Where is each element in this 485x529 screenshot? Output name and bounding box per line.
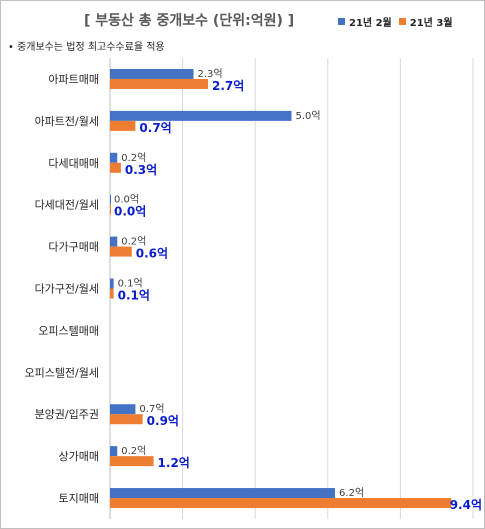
category-label: 아파트매매 (48, 73, 99, 86)
data-label-series2: 9.4억 (450, 498, 482, 512)
category-label: 상가매매 (59, 450, 99, 463)
bar-series2 (110, 246, 132, 257)
data-label-series1: 0.7억 (139, 403, 164, 415)
bar-series2 (110, 498, 452, 509)
category-label: 다세대전/월세 (35, 199, 99, 212)
category-label: 토지매매 (59, 492, 99, 505)
bar-series2 (110, 78, 209, 89)
data-label-series1: 0.1억 (118, 278, 143, 290)
chart-title: [ 부동산 총 중개보수 (단위:억원) ] (84, 13, 295, 29)
bar-series2 (110, 288, 114, 299)
data-label-series1: 5.0억 (296, 110, 321, 122)
data-label-series2: 0.7억 (139, 121, 171, 135)
bar-series2 (110, 204, 111, 215)
legend: 21년 2월 21년 3월 (338, 14, 460, 29)
bar-series1 (110, 110, 292, 121)
data-label-series1: 2.3억 (197, 68, 222, 80)
data-label-series1: 6.2억 (339, 487, 364, 499)
data-label-series2: 2.7억 (212, 79, 244, 93)
legend-swatch-series2 (398, 18, 406, 25)
chart-note: • 중개보수는 법정 최고수수료율 적용 (8, 42, 165, 53)
bar-series2 (110, 162, 121, 173)
legend-label-series2: 21년 3월 (409, 18, 453, 29)
data-label-series1: 0.2억 (121, 152, 146, 164)
data-label-series1: 0.2억 (121, 236, 146, 248)
category-label: 오피스텔매매 (38, 324, 99, 337)
data-label-series1: 0.0억 (114, 194, 139, 206)
data-label-series2: 0.3억 (125, 163, 157, 177)
category-label: 분양권/입주권 (35, 408, 99, 421)
legend-swatch-series1 (338, 18, 345, 25)
data-label-series2: 0.9억 (147, 414, 179, 428)
data-label-series2: 0.1억 (118, 289, 150, 303)
bar-series2 (110, 456, 154, 467)
category-label: 아파트전/월세 (35, 115, 99, 128)
bar-series1 (110, 152, 118, 163)
data-label-series1: 0.2억 (121, 445, 146, 457)
bar-series2 (110, 414, 143, 425)
bar-series1 (110, 404, 136, 415)
category-label: 다세대매매 (48, 157, 99, 170)
bar-series2 (110, 120, 136, 131)
legend-label-series1: 21년 2월 (349, 18, 392, 29)
bar-series1 (110, 236, 118, 247)
category-label: 다가구전/월세 (35, 283, 99, 296)
legend-item-series2: 21년 3월 (398, 14, 453, 29)
bar-series1 (110, 446, 118, 457)
data-label-series2: 0.6억 (136, 247, 168, 261)
bar-series1 (110, 488, 336, 499)
data-label-series2: 0.0억 (114, 205, 146, 219)
category-label: 오피스텔전/월세 (24, 366, 99, 379)
category-label: 다가구매매 (48, 241, 99, 254)
bar-series1 (110, 194, 111, 205)
bar-series1 (110, 278, 114, 289)
legend-item-series1: 21년 2월 (338, 14, 392, 29)
data-label-series2: 1.2억 (158, 456, 190, 470)
bar-series1 (110, 68, 194, 79)
